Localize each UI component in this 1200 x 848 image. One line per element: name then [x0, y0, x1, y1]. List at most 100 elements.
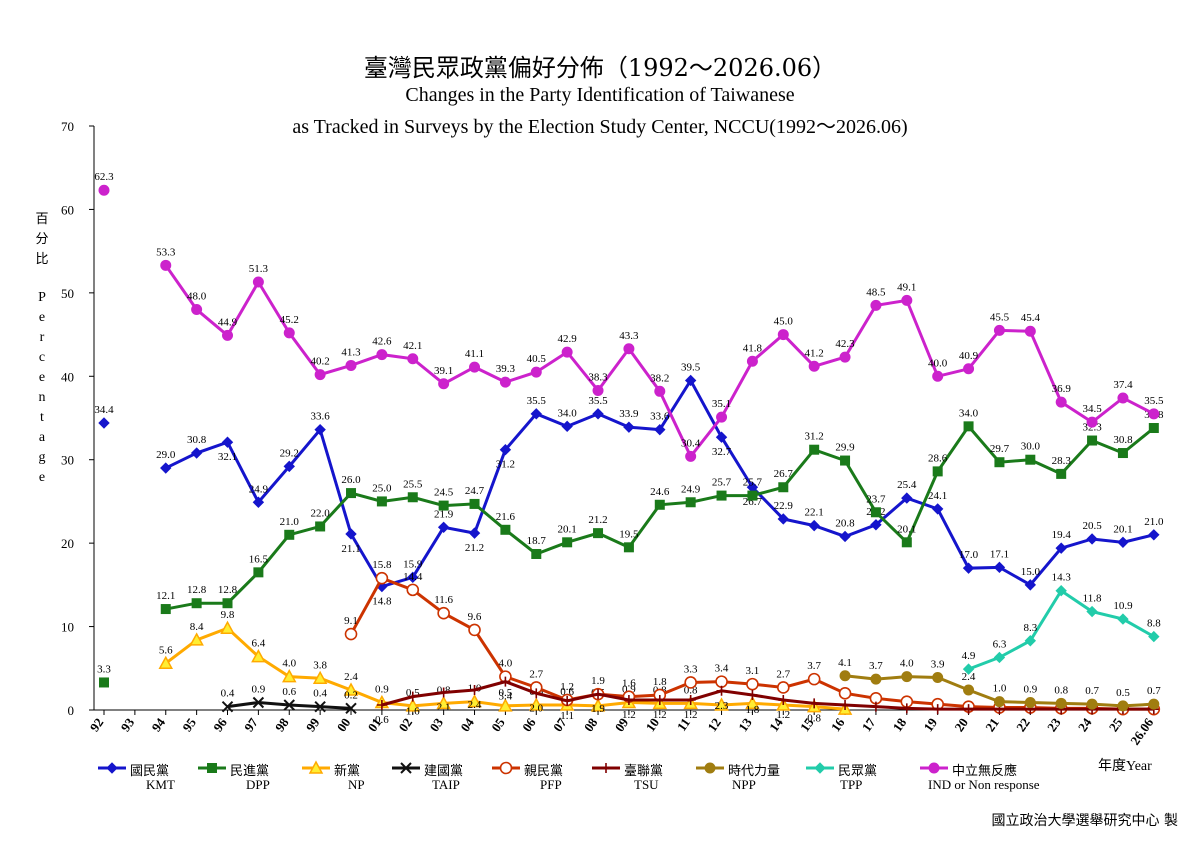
data-point: [1055, 396, 1067, 408]
x-tick-label: 03: [426, 715, 446, 735]
data-label: 25.7: [712, 477, 732, 489]
data-label: 22.9: [774, 500, 794, 512]
data-point: [870, 701, 881, 712]
legend-label-en: NP: [348, 777, 365, 792]
data-label: 42.6: [372, 336, 392, 348]
data-point: [1148, 408, 1160, 420]
data-point: [870, 673, 882, 685]
data-point: [593, 528, 604, 539]
data-point: [283, 327, 295, 339]
data-point: [308, 760, 324, 774]
data-label: 32.7: [712, 446, 732, 458]
chart-title-en-line1: Changes in the Party Identification of T…: [405, 84, 795, 106]
data-point: [1055, 542, 1067, 554]
data-label: 22.0: [311, 507, 331, 519]
data-point: [407, 691, 418, 702]
data-point: [500, 676, 511, 687]
data-point: [808, 360, 820, 372]
data-label: 45.5: [990, 311, 1010, 323]
data-point: [746, 677, 759, 691]
data-label: 42.3: [835, 338, 855, 350]
data-label: 2.0: [529, 702, 543, 714]
data-label: 1.6: [622, 678, 636, 690]
data-point: [963, 363, 975, 375]
data-point: [315, 521, 326, 532]
data-point: [623, 343, 635, 355]
data-point: [1086, 533, 1098, 545]
data-label: 42.9: [558, 333, 578, 345]
data-point: [253, 567, 264, 578]
data-point: [931, 503, 944, 515]
data-point: [160, 462, 172, 474]
data-label: 29.7: [990, 443, 1010, 455]
data-point: [252, 696, 265, 709]
data-point: [207, 763, 217, 773]
data-label: 0.8: [1054, 684, 1068, 696]
data-point: [252, 496, 265, 508]
data-point: [530, 408, 542, 420]
data-point: [840, 699, 851, 710]
data-point: [98, 417, 110, 429]
data-label: 0.6: [282, 686, 296, 698]
data-point: [685, 694, 696, 705]
data-point: [901, 294, 913, 306]
data-point: [561, 346, 573, 358]
data-point: [809, 444, 820, 455]
data-point: [684, 374, 697, 387]
data-point: [405, 698, 421, 712]
data-label: 28.3: [1052, 455, 1072, 467]
data-point: [590, 698, 606, 712]
data-point: [438, 687, 449, 698]
data-point: [1117, 448, 1128, 459]
data-label: 14.8: [372, 596, 392, 608]
data-point: [601, 763, 611, 773]
data-label: 25.5: [403, 478, 423, 490]
legend-label-en: IND or Non response: [928, 777, 1040, 792]
data-label: 20.1: [897, 523, 916, 535]
data-label: 24.9: [249, 483, 269, 495]
data-point: [993, 561, 1006, 574]
data-label: 19.5: [619, 528, 639, 540]
data-label: 30.4: [681, 437, 701, 449]
data-label: 3.7: [807, 660, 821, 672]
data-label: 39.5: [681, 361, 701, 373]
data-label: 1.2: [684, 709, 698, 721]
data-point: [1086, 605, 1098, 618]
data-point: [928, 762, 940, 774]
data-point: [654, 499, 665, 510]
data-label: 20.8: [835, 517, 855, 529]
data-label: 12.8: [187, 584, 207, 596]
data-point: [251, 649, 266, 663]
data-label: 48.0: [187, 291, 207, 303]
data-point: [778, 694, 789, 705]
data-label: 15.9: [403, 558, 423, 570]
data-point: [870, 299, 882, 311]
data-point: [312, 670, 328, 685]
data-label: 24.6: [650, 486, 670, 498]
data-point: [1086, 698, 1098, 710]
data-point: [623, 542, 634, 553]
data-label: 30.8: [1113, 434, 1133, 446]
data-label: 45.0: [774, 316, 794, 328]
data-point: [314, 700, 326, 713]
data-label: 33.9: [619, 408, 639, 420]
data-point: [561, 420, 573, 433]
data-label: 43.3: [619, 330, 639, 342]
data-label: 4.0: [900, 658, 914, 670]
legend-label-en: TAIP: [432, 777, 460, 792]
data-label: 25.0: [372, 482, 392, 494]
data-label: 17.0: [959, 549, 979, 561]
data-label: 9.6: [468, 611, 482, 623]
data-point: [221, 436, 234, 448]
data-label: 42.1: [403, 340, 422, 352]
x-axis-unit-label: 年度Year: [1098, 759, 1152, 774]
data-label: 21.1: [341, 543, 360, 555]
data-label: 19.4: [1052, 529, 1072, 541]
data-point: [901, 492, 913, 504]
data-point: [1148, 529, 1160, 541]
data-point: [1024, 325, 1036, 337]
x-tick-label: 26.06: [1127, 715, 1156, 748]
data-point: [1055, 584, 1067, 597]
x-tick-label: 02: [395, 715, 415, 734]
data-point: [715, 431, 728, 443]
